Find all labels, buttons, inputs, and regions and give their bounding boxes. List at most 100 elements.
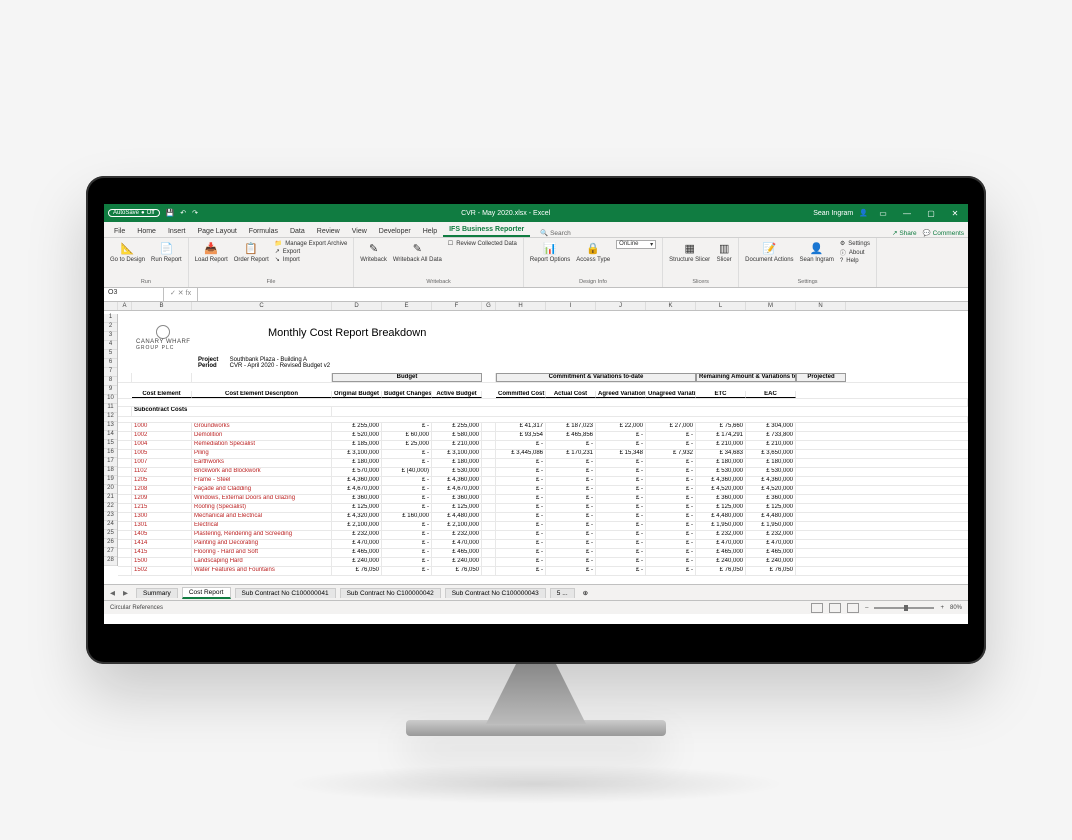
col-header-G[interactable]: G xyxy=(482,302,496,310)
table-row[interactable]: 1415Flooring - Hard and Soft£ 465,000£ -… xyxy=(118,549,968,558)
ribbon-help[interactable]: ?Help xyxy=(840,258,870,264)
ribbon-document-actions[interactable]: 📝Document Actions xyxy=(745,240,793,263)
page-layout-button[interactable] xyxy=(829,603,841,613)
cell-cc[interactable]: £ - xyxy=(496,540,546,548)
cell-cc[interactable]: £ - xyxy=(496,558,546,566)
spacer[interactable] xyxy=(482,450,496,458)
cell-ac[interactable]: £ - xyxy=(546,531,596,539)
ribbon-structure-slicer[interactable]: ▦Structure Slicer xyxy=(669,240,710,263)
cell-ab[interactable]: £ 470,000 xyxy=(432,540,482,548)
autosave-toggle[interactable]: AutoSave ● Off xyxy=(108,209,160,217)
ribbon-manage-export-archive[interactable]: 📁Manage Export Archive xyxy=(275,240,348,247)
row-header-27[interactable]: 27 xyxy=(104,548,117,557)
spacer[interactable] xyxy=(482,477,496,485)
row-header-3[interactable]: 3 xyxy=(104,332,117,341)
cell-av[interactable]: £ - xyxy=(596,477,646,485)
save-icon[interactable]: 💾 xyxy=(166,209,175,217)
cell-eac[interactable]: £ 180,000 xyxy=(746,459,796,467)
spacer[interactable] xyxy=(482,513,496,521)
cell-ab[interactable]: £ 530,000 xyxy=(432,468,482,476)
cell-eac[interactable]: £ 4,480,000 xyxy=(746,513,796,521)
cell-ob[interactable]: £ 240,000 xyxy=(332,558,382,566)
cell-code[interactable]: 1209 xyxy=(132,495,192,503)
sheet-nav-next[interactable]: ▶ xyxy=(123,589,128,597)
cell-av[interactable]: £ - xyxy=(596,522,646,530)
cell-code[interactable]: 1007 xyxy=(132,459,192,467)
col-header-M[interactable]: M xyxy=(746,302,796,310)
col-header-I[interactable]: I xyxy=(546,302,596,310)
table-row[interactable]: 1301Electrical£ 2,100,000£ -£ 2,100,000£… xyxy=(118,522,968,531)
cell-eac[interactable]: £ 530,000 xyxy=(746,468,796,476)
cell-ac[interactable]: £ - xyxy=(546,468,596,476)
ribbon-export[interactable]: ↗Export xyxy=(275,248,348,255)
cell-eac[interactable]: £ 733,800 xyxy=(746,432,796,440)
cell-cc[interactable]: £ - xyxy=(496,522,546,530)
cell-ab[interactable]: £ 255,000 xyxy=(432,423,482,431)
tab-home[interactable]: Home xyxy=(131,226,162,237)
cell-ob[interactable]: £ 255,000 xyxy=(332,423,382,431)
spacer[interactable] xyxy=(482,495,496,503)
cell-av[interactable]: £ - xyxy=(596,504,646,512)
spacer[interactable] xyxy=(118,540,132,548)
row-header-22[interactable]: 22 xyxy=(104,503,117,512)
cell-code[interactable]: 1205 xyxy=(132,477,192,485)
cell-ac[interactable]: £ - xyxy=(546,504,596,512)
row-header-25[interactable]: 25 xyxy=(104,530,117,539)
cell-ab[interactable]: £ 210,000 xyxy=(432,441,482,449)
cell-uv[interactable]: £ - xyxy=(646,477,696,485)
spacer[interactable] xyxy=(118,441,132,449)
cell-eac[interactable]: £ 232,000 xyxy=(746,531,796,539)
cell-etc[interactable]: £ 174,291 xyxy=(696,432,746,440)
cell-etc[interactable]: £ 210,000 xyxy=(696,441,746,449)
cell-ac[interactable]: £ - xyxy=(546,495,596,503)
ribbon-go-to-design[interactable]: 📐Go to Design xyxy=(110,240,145,263)
cell-code[interactable]: 1004 xyxy=(132,441,192,449)
cell-ac[interactable]: £ - xyxy=(546,540,596,548)
cell-cc[interactable]: £ - xyxy=(496,459,546,467)
user-name[interactable]: Sean Ingram xyxy=(813,210,853,217)
cell-ac[interactable]: £ - xyxy=(546,522,596,530)
spacer[interactable] xyxy=(482,549,496,557)
spacer[interactable] xyxy=(118,558,132,566)
table-row[interactable]: 1208Façade and Cladding£ 4,670,000£ -£ 4… xyxy=(118,486,968,495)
cell-code[interactable]: 1002 xyxy=(132,432,192,440)
cell-av[interactable]: £ - xyxy=(596,495,646,503)
cell-code[interactable]: 1405 xyxy=(132,531,192,539)
spacer[interactable] xyxy=(482,531,496,539)
cell-desc[interactable]: Water Features and Fountains xyxy=(192,567,332,575)
cell-ob[interactable]: £ 232,000 xyxy=(332,531,382,539)
cell-eac[interactable]: £ 304,000 xyxy=(746,423,796,431)
spacer[interactable] xyxy=(118,549,132,557)
row-header-6[interactable]: 6 xyxy=(104,359,117,368)
cell-cc[interactable]: £ 93,554 xyxy=(496,432,546,440)
cell-cc[interactable]: £ - xyxy=(496,567,546,575)
cell-eac[interactable]: £ 1,950,000 xyxy=(746,522,796,530)
ribbon-writeback[interactable]: ✎Writeback xyxy=(360,240,387,263)
cell-ac[interactable]: £ 170,231 xyxy=(546,450,596,458)
sheet-nav-prev[interactable]: ◀ xyxy=(110,589,115,597)
cell-desc[interactable]: Plastering, Rendering and Screeding xyxy=(192,531,332,539)
sheet-tab-sub-contract-no-c100000043[interactable]: Sub Contract No C100000043 xyxy=(445,588,546,598)
cell-etc[interactable]: £ 530,000 xyxy=(696,468,746,476)
cell-etc[interactable]: £ 4,480,000 xyxy=(696,513,746,521)
sheet-tab-cost-report[interactable]: Cost Report xyxy=(182,587,231,599)
cell-bc[interactable]: £ - xyxy=(382,549,432,557)
cell-ob[interactable]: £ 465,000 xyxy=(332,549,382,557)
cell-desc[interactable]: Piling xyxy=(192,450,332,458)
cell-cc[interactable]: £ - xyxy=(496,468,546,476)
cell-etc[interactable]: £ 1,950,000 xyxy=(696,522,746,530)
cell-ob[interactable]: £ 185,000 xyxy=(332,441,382,449)
cell-uv[interactable]: £ - xyxy=(646,459,696,467)
cell-av[interactable]: £ - xyxy=(596,459,646,467)
cell-code[interactable]: 1502 xyxy=(132,567,192,575)
cell-code[interactable]: 1208 xyxy=(132,486,192,494)
cell-ac[interactable]: £ - xyxy=(546,441,596,449)
spacer[interactable] xyxy=(118,459,132,467)
cell-code[interactable]: 1415 xyxy=(132,549,192,557)
cell-code[interactable]: 1500 xyxy=(132,558,192,566)
minimize-button[interactable]: — xyxy=(898,209,916,218)
normal-view-button[interactable] xyxy=(811,603,823,613)
ribbon-writeback-all-data[interactable]: ✎Writeback All Data xyxy=(393,240,442,263)
tab-data[interactable]: Data xyxy=(284,226,311,237)
spacer[interactable] xyxy=(118,486,132,494)
